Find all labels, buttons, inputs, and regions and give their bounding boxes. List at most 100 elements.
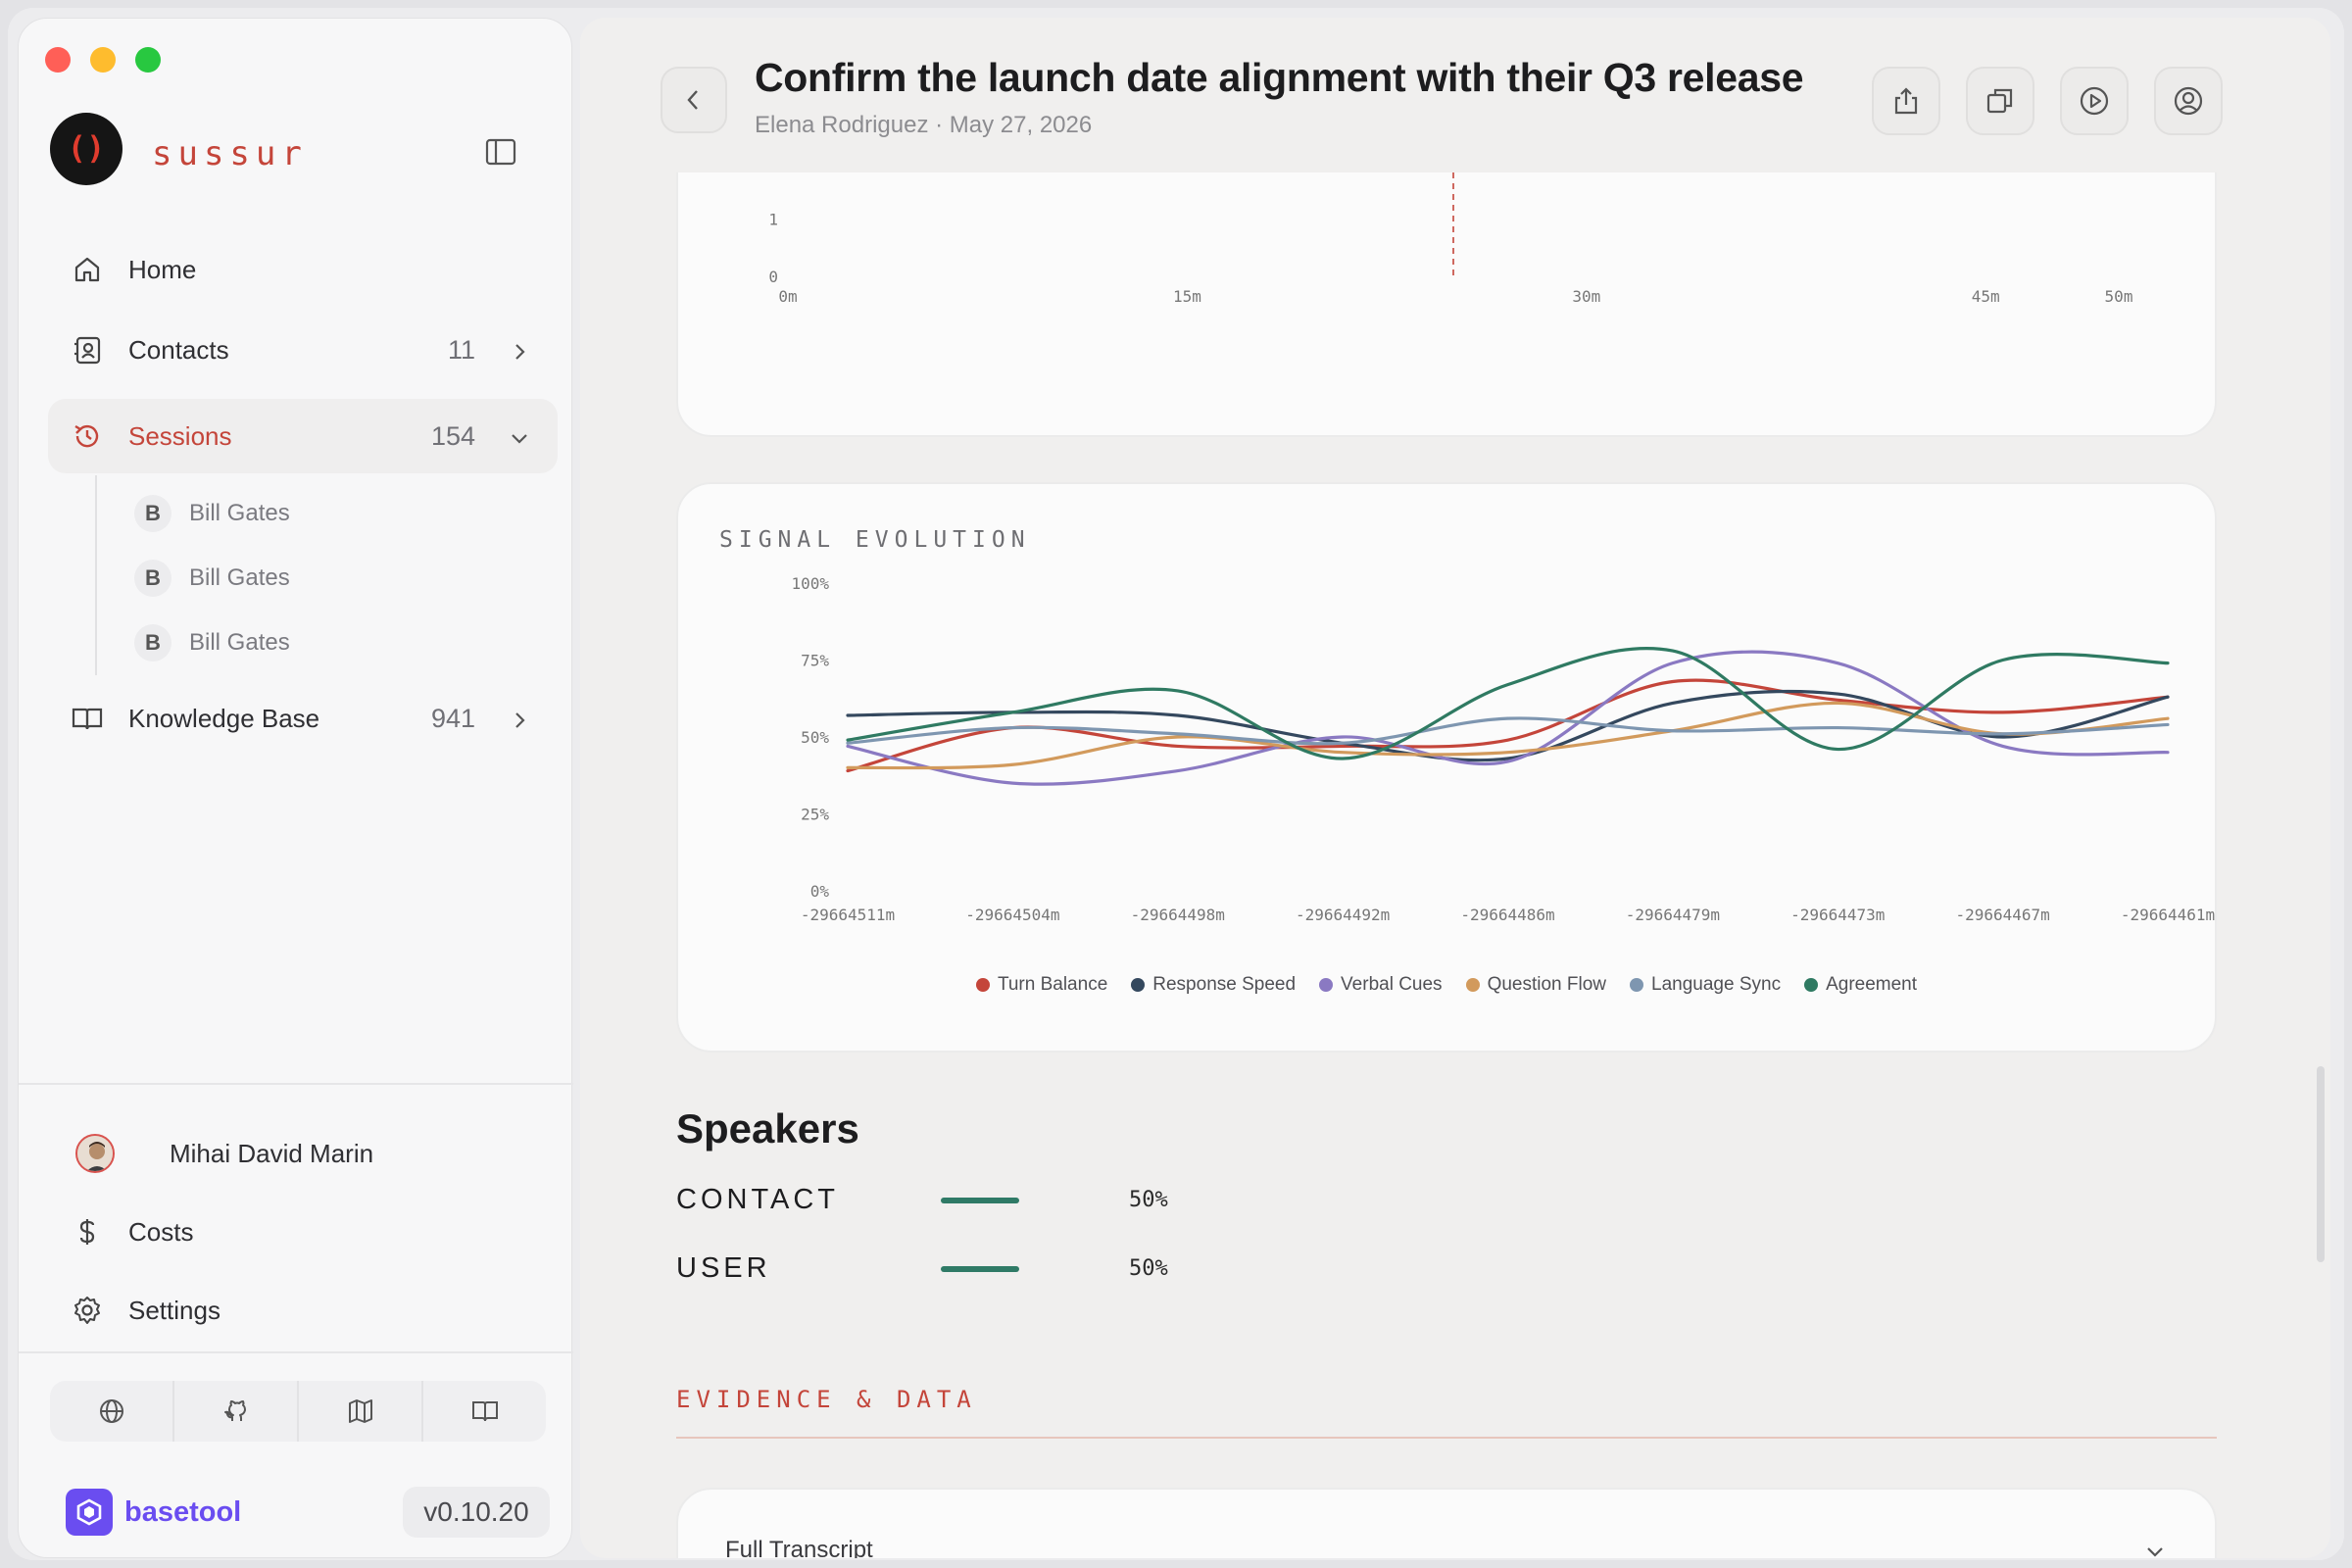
maximize-window-button[interactable] [135, 47, 161, 73]
sessions-count: 154 [430, 420, 475, 451]
x-tick-label: 0m [778, 287, 797, 306]
speakers-title: Speakers [676, 1105, 859, 1152]
legend-dot [1465, 978, 1480, 992]
transcript-label: Full Transcript [725, 1537, 873, 1558]
signal-evolution-card: SIGNAL EVOLUTION 100% 75% 50% 25% 0% -2966451… [676, 482, 2217, 1053]
dollar-icon [70, 1214, 105, 1250]
session-item[interactable]: B Bill Gates [134, 495, 290, 532]
sidebar-item-settings[interactable]: Settings [48, 1273, 558, 1348]
duplicate-button[interactable] [1966, 67, 2034, 135]
knowledge-base-count: 941 [430, 703, 475, 733]
sidebar-item-sessions[interactable]: Sessions 154 [48, 399, 558, 473]
profile-button[interactable]: Mihai David Marin [48, 1116, 558, 1191]
close-window-button[interactable] [45, 47, 71, 73]
basetool-brand[interactable]: basetool [66, 1489, 241, 1536]
divider [676, 1437, 2217, 1439]
history-icon [70, 418, 105, 454]
header-bar [580, 18, 2330, 172]
legend-dot [1319, 978, 1334, 992]
speaker-share-value: 50% [1129, 1256, 1168, 1281]
github-icon[interactable] [174, 1381, 299, 1442]
chevron-left-icon [687, 90, 698, 110]
legend-dot [1804, 978, 1819, 992]
user-name: Mihai David Marin [170, 1138, 374, 1168]
profile-menu-button[interactable] [2154, 67, 2223, 135]
app-logo: () [50, 113, 122, 185]
sidebar-item-contacts[interactable]: Contacts 11 [48, 313, 558, 387]
sidebar: () sussur Home Contacts 11 [18, 18, 573, 1558]
globe-icon[interactable] [50, 1381, 174, 1442]
main-content: 2100m15m30m45m50m SIGNAL EVOLUTION 100%7… [580, 18, 2330, 1558]
y-tick-label: 25% [801, 806, 829, 824]
play-icon [2080, 86, 2109, 116]
share-button[interactable] [1872, 67, 1940, 135]
minimize-window-button[interactable] [90, 47, 116, 73]
chart-legend: Turn Balance Response Speed Verbal Cues Que… [678, 974, 2215, 996]
page-subtitle: Elena Rodriguez · May 27, 2026 [755, 112, 1093, 138]
legend-item: Agreement [1804, 974, 1917, 996]
book-open-icon [70, 701, 105, 736]
legend-dot [1131, 978, 1146, 992]
version-badge: v0.10.20 [403, 1487, 550, 1538]
y-tick-label: 75% [801, 652, 829, 670]
signal-chart: 100% 75% 50% 25% 0% -29664511m -29664504m -2966… [791, 574, 2215, 924]
scrollbar[interactable] [2317, 1066, 2325, 1262]
speaker-share-bar [941, 1265, 1019, 1272]
speaker-label: USER [676, 1252, 771, 1284]
legend-label: Agreement [1826, 974, 1918, 995]
y-tick-label: 50% [801, 728, 829, 747]
session-item[interactable]: B Bill Gates [134, 624, 290, 662]
sidebar-item-label: Costs [128, 1216, 194, 1247]
play-button[interactable] [2060, 67, 2129, 135]
legend-label: Response Speed [1152, 974, 1297, 995]
session-initial: B [134, 624, 172, 662]
home-icon [70, 252, 105, 287]
chevron-down-icon [509, 425, 530, 447]
chevron-right-icon [509, 339, 530, 361]
x-tick-label: -29664461m [2121, 906, 2215, 924]
y-tick-label: 0 [768, 268, 778, 286]
sidebar-item-knowledge-base[interactable]: Knowledge Base 941 [48, 681, 558, 756]
legend-label: Turn Balance [997, 974, 1108, 995]
series-line [846, 716, 2170, 746]
speaker-share-value: 50% [1129, 1188, 1168, 1212]
gear-icon [70, 1293, 105, 1328]
x-tick-label: -29664498m [1131, 906, 1225, 924]
transcript-accordion[interactable]: Full Transcript [676, 1488, 2217, 1558]
back-button[interactable] [661, 67, 727, 133]
chevron-right-icon [509, 708, 530, 729]
sidebar-item-label: Settings [128, 1295, 220, 1325]
sidebar-toggle-icon[interactable] [485, 138, 516, 166]
session-item[interactable]: B Bill Gates [134, 560, 290, 597]
divider [19, 1083, 573, 1085]
x-tick-label: -29664467m [1955, 906, 2049, 924]
sidebar-item-costs[interactable]: Costs [48, 1195, 558, 1269]
page-title: Confirm the launch date alignment with t… [755, 55, 1804, 100]
series-line [846, 650, 2170, 786]
y-tick-label: 0% [810, 882, 830, 901]
map-icon[interactable] [299, 1381, 423, 1442]
x-tick-label: -29664492m [1296, 906, 1390, 924]
sidebar-item-label: Contacts [128, 334, 229, 365]
sidebar-item-home[interactable]: Home [48, 232, 558, 307]
x-tick-label: 45m [1972, 287, 2000, 306]
avatar[interactable] [75, 1134, 115, 1173]
evidence-heading: EVIDENCE & DATA [676, 1386, 977, 1413]
legend-item: Language Sync [1630, 974, 1781, 996]
sidebar-item-label: Knowledge Base [128, 703, 320, 733]
legend-dot [975, 978, 990, 992]
chevron-down-icon[interactable] [2144, 1541, 2166, 1558]
speaker-row: CONTACT 50% [676, 1184, 1168, 1216]
legend-item: Verbal Cues [1319, 974, 1443, 996]
x-tick-label: -29664473m [1790, 906, 1885, 924]
series-line [846, 689, 2170, 762]
sidebar-item-label: Sessions [128, 420, 232, 451]
docs-icon[interactable] [423, 1381, 546, 1442]
share-icon [1894, 87, 1918, 115]
x-tick-label: -29664486m [1460, 906, 1554, 924]
chart-title: SIGNAL EVOLUTION [719, 527, 1031, 553]
legend-label: Verbal Cues [1341, 974, 1443, 995]
session-label: Bill Gates [189, 629, 290, 656]
session-label: Bill Gates [189, 500, 290, 526]
contacts-icon [70, 332, 105, 368]
